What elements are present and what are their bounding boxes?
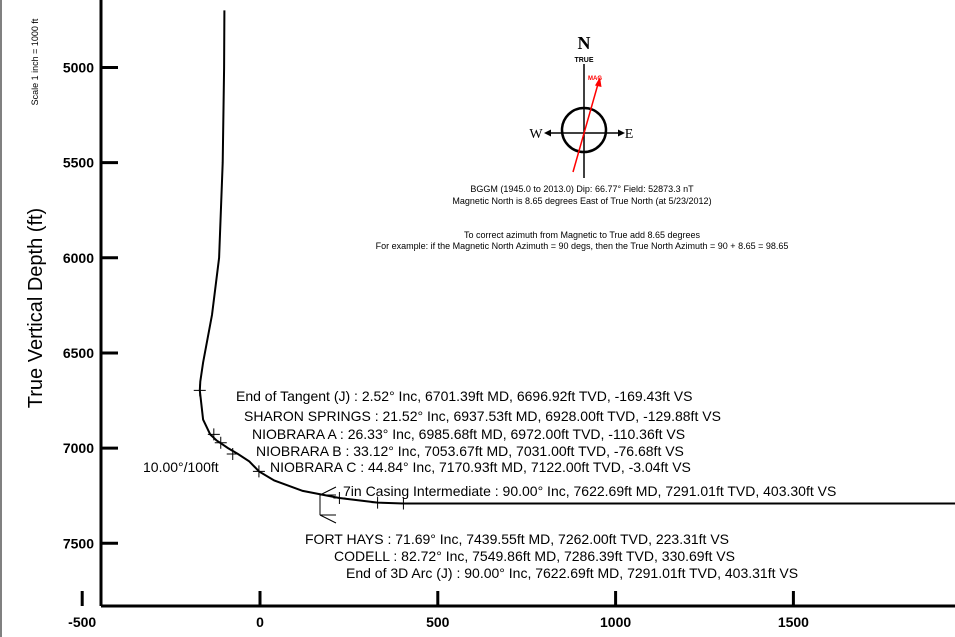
y-axis-label: True Vertical Depth (ft): [25, 208, 47, 408]
survey-markers: [193, 384, 410, 510]
y-tick-label: 7000: [63, 440, 94, 456]
annotation-codell: CODELL : 82.72° Inc, 7549.86ft MD, 7286.…: [334, 548, 735, 564]
y-tick-label: 6000: [63, 250, 94, 266]
y-tick-label: 5500: [63, 155, 94, 171]
y-tick-label: 6500: [63, 345, 94, 361]
annotation-casing: 7in Casing Intermediate : 90.00° Inc, 76…: [343, 483, 836, 499]
annotation-niobrara-b: NIOBRARA B : 33.12° Inc, 7053.67ft MD, 7…: [256, 443, 684, 459]
dogleg-label: 10.00°/100ft: [143, 459, 219, 475]
compass-east-label: E: [625, 127, 634, 142]
annotation-sharon-springs: SHARON SPRINGS : 21.52° Inc, 6937.53ft M…: [244, 408, 721, 424]
annotation-niobrara-a: NIOBRARA A : 26.33° Inc, 6985.68ft MD, 6…: [252, 426, 685, 442]
annotation-fort-hays: FORT HAYS : 71.69° Inc, 7439.55ft MD, 72…: [305, 531, 729, 547]
y-ticks: 5000 5500 6000 6500 7000 7500: [63, 60, 118, 551]
survey-marker: [397, 497, 410, 510]
magnetic-model-info: BGGM (1945.0 to 2013.0) Dip: 66.77° Fiel…: [470, 184, 694, 194]
azimuth-correction-note: To correct azimuth from Magnetic to True…: [464, 230, 701, 240]
compass-icon: N TRUE MAG W E: [529, 33, 633, 178]
y-tick-label: 5000: [63, 60, 94, 76]
x-ticks: -5000500100015002000250030003500: [68, 591, 809, 630]
annotation-niobrara-c: NIOBRARA C : 44.84° Inc, 7170.93ft MD, 7…: [270, 459, 691, 475]
survey-marker: [333, 491, 346, 504]
survey-marker: [252, 465, 265, 478]
compass-mag-label: MAG: [588, 76, 602, 82]
y-tick-label: 7500: [63, 535, 94, 551]
x-tick-label: 500: [426, 614, 450, 630]
survey-marker: [371, 496, 384, 509]
survey-marker: [226, 447, 239, 460]
compass-true-label: TRUE: [574, 57, 593, 64]
casing-marker: [319, 486, 337, 524]
survey-marker: [214, 436, 227, 449]
survey-marker: [193, 384, 206, 397]
azimuth-correction-example: For example: if the Magnetic North Azimu…: [376, 241, 789, 251]
magnetic-declination-info: Magnetic North is 8.65 degrees East of T…: [452, 196, 711, 206]
annotation-end-of-arc: End of 3D Arc (J) : 90.00° Inc, 7622.69f…: [346, 565, 798, 581]
x-tick-label: 1000: [600, 614, 631, 630]
x-tick-label: 1500: [778, 614, 809, 630]
x-tick-label: -500: [68, 614, 96, 630]
magnetic-north-arrow: [572, 83, 599, 173]
compass-north-label: N: [578, 33, 591, 53]
x-tick-label: 0: [256, 614, 264, 630]
scale-note: Scale 1 inch = 1000 ft: [30, 18, 40, 105]
annotation-end-of-tangent: End of Tangent (J) : 2.52° Inc, 6701.39f…: [236, 388, 692, 404]
compass-west-label: W: [529, 127, 543, 142]
survey-marker: [207, 428, 220, 441]
